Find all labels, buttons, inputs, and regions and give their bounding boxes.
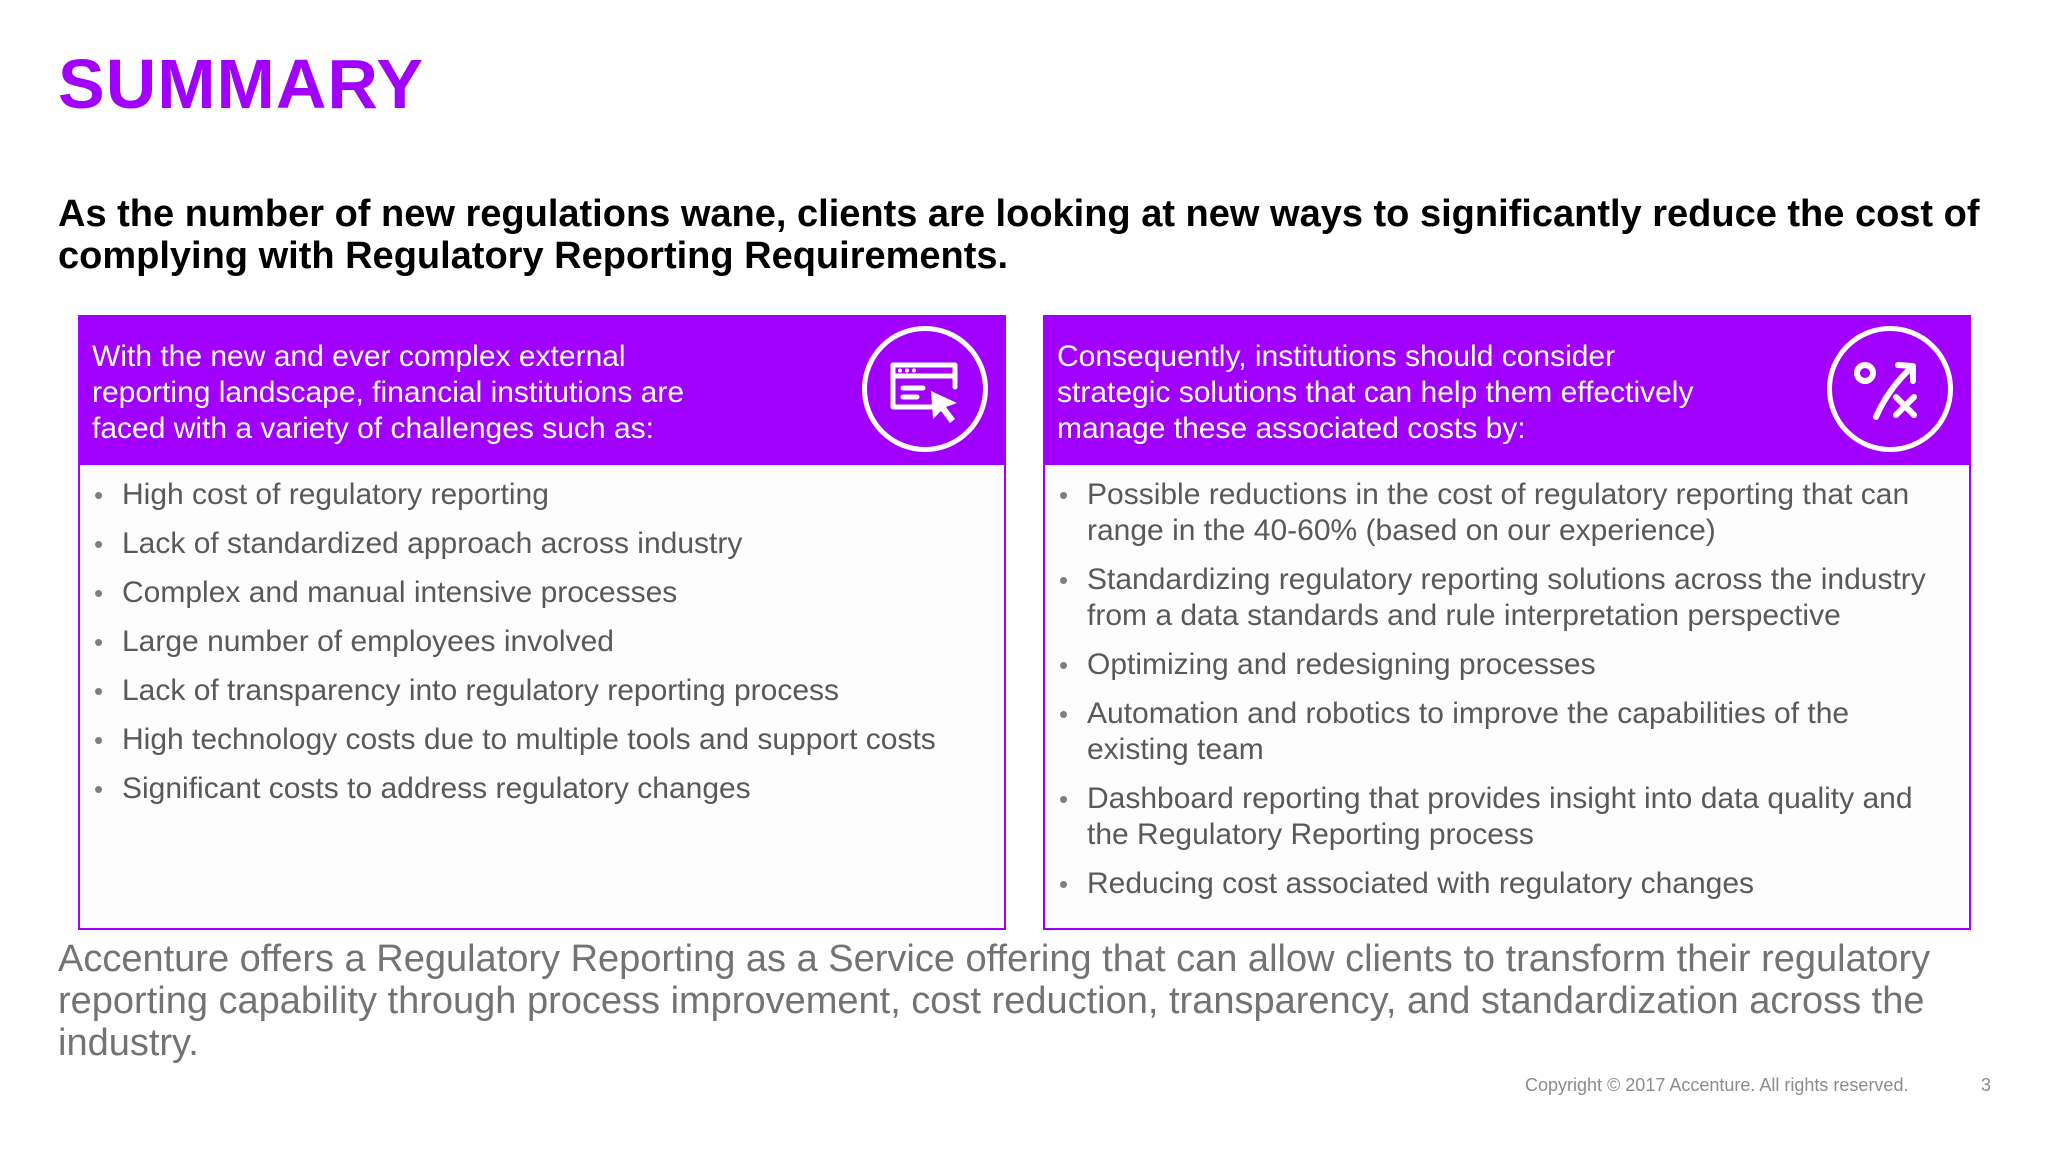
challenges-list: • High cost of regulatory reporting • Lack…: [80, 465, 1004, 807]
solutions-panel-header: Consequently, institutions should consid…: [1045, 317, 1969, 465]
bullet-dot-icon: •: [94, 480, 104, 510]
list-item: • High cost of regulatory reporting: [94, 478, 549, 511]
bullet-dot-icon: •: [94, 529, 104, 559]
list-item: • High technology costs due to multiple t…: [94, 723, 936, 756]
page-subtitle: As the number of new regulations wane, c…: [58, 193, 1980, 277]
challenges-panel-header: With the new and ever complex external r…: [80, 317, 1004, 465]
solutions-panel: Consequently, institutions should consid…: [1043, 315, 1971, 930]
bullet-dot-icon: •: [94, 578, 104, 608]
bullet-dot-icon: •: [94, 774, 104, 804]
list-item: • Automation and robotics to improve the …: [1059, 697, 1850, 766]
web-browser-cursor-icon: [862, 326, 988, 452]
solutions-list: • Possible reductions in the cost of regu…: [1045, 465, 1969, 902]
bullet-dot-icon: •: [94, 725, 104, 755]
bullet-dot-icon: •: [94, 676, 104, 706]
list-item: • Optimizing and redesigning processes: [1059, 648, 1596, 681]
list-item: • Possible reductions in the cost of regu…: [1059, 478, 1910, 547]
list-item: • Lack of standardized approach across in…: [94, 527, 743, 560]
list-item: • Significant costs to address regulatory…: [94, 772, 751, 805]
bullet-dot-icon: •: [94, 627, 104, 657]
list-item: • Lack of transparency into regulatory re…: [94, 674, 840, 707]
page-number: 3: [1981, 1075, 1992, 1095]
list-item: • Dashboard reporting that provides insig…: [1059, 782, 1913, 851]
bullet-dot-icon: •: [1059, 699, 1069, 729]
list-item: • Standardizing regulatory reporting solu…: [1059, 563, 1926, 632]
strategy-play-icon: [1827, 326, 1953, 452]
list-item: • Complex and manual intensive processes: [94, 576, 678, 609]
closing-statement: Accenture offers a Regulatory Reporting …: [58, 938, 1931, 1064]
bullet-dot-icon: •: [1059, 650, 1069, 680]
copyright-notice: Copyright © 2017 Accenture. All rights r…: [1525, 1075, 1909, 1095]
bullet-dot-icon: •: [1059, 869, 1069, 899]
challenges-panel: With the new and ever complex external r…: [78, 315, 1006, 930]
challenges-header-text: With the new and ever complex external r…: [92, 340, 685, 445]
bullet-dot-icon: •: [1059, 480, 1069, 510]
bullet-dot-icon: •: [1059, 565, 1069, 595]
page-title: SUMMARY: [58, 45, 425, 123]
bullet-dot-icon: •: [1059, 784, 1069, 814]
solutions-header-text: Consequently, institutions should consid…: [1057, 340, 1694, 445]
list-item: • Reducing cost associated with regulator…: [1059, 867, 1755, 900]
list-item: • Large number of employees involved: [94, 625, 614, 658]
